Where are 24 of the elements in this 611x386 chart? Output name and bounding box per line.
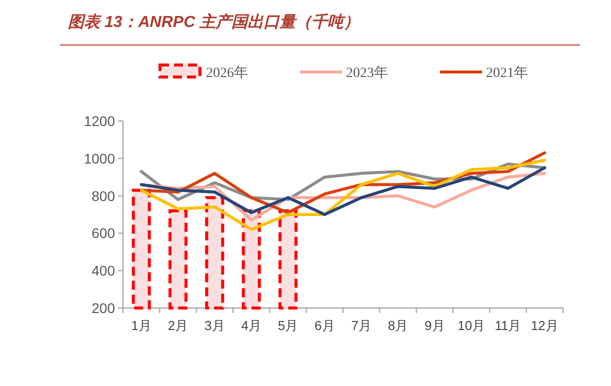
x-tick-label: 7月 — [351, 318, 372, 333]
y-tick-label: 400 — [92, 262, 116, 279]
y-tick-label: 800 — [92, 188, 116, 204]
x-tick-label: 2月 — [168, 318, 188, 333]
y-tick-label: 200 — [92, 300, 116, 316]
legend-label: 2023年 — [346, 65, 388, 81]
x-tick-label: 3月 — [204, 318, 225, 333]
legend-label: 2026年 — [206, 65, 248, 81]
legend-label: 2021年 — [486, 65, 528, 81]
chart-title: 图表 13：ANRPC 主产国出口量（千吨） — [68, 12, 360, 31]
line-series — [140, 158, 546, 231]
y-tick-label: 600 — [92, 225, 116, 242]
x-tick-label: 9月 — [424, 318, 445, 333]
x-tick-label: 12月 — [530, 318, 558, 333]
x-tick-label: 10月 — [458, 318, 486, 333]
x-tick-label: 4月 — [241, 318, 262, 333]
x-tick-label: 5月 — [278, 318, 298, 333]
x-tick-label: 1月 — [131, 318, 152, 333]
x-tick-label: 6月 — [314, 318, 335, 333]
y-tick-label: 1000 — [84, 150, 116, 166]
y-tick-label: 1200 — [84, 113, 116, 129]
x-tick-label: 8月 — [388, 318, 408, 333]
line-series — [140, 166, 546, 216]
x-tick-label: 11月 — [494, 318, 522, 333]
